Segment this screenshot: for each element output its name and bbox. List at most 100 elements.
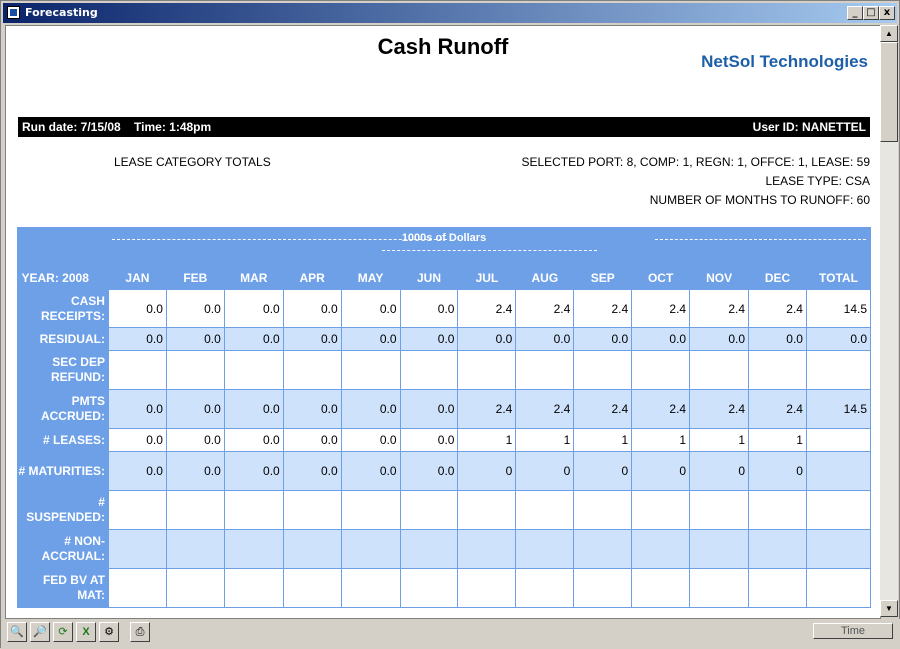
maximize-button[interactable]: □	[863, 6, 879, 20]
table-cell	[457, 350, 517, 390]
table-cell: 1	[515, 428, 575, 452]
table-cell: 0.0	[457, 327, 517, 351]
table-cell: 0.0	[282, 389, 342, 429]
column-header: NOV	[706, 270, 733, 285]
table-cell	[805, 451, 872, 491]
header-row: YEAR: 2008 JAN FEB MAR APR MAY JUN JUL A…	[18, 266, 871, 290]
table-cell: 0.0	[107, 327, 167, 351]
row-label: SEC DEP REFUND:	[17, 350, 109, 390]
table-cell: 0.0	[223, 289, 284, 328]
table-row: # LEASES: 0.0 0.0 0.0 0.0 0.0 0.0 1 1 1 1 1 1	[17, 428, 872, 452]
table-cell: 2.4	[515, 289, 575, 328]
column-header: MAY	[357, 270, 384, 285]
table-cell: 0.0	[165, 289, 225, 328]
table-cell: 14.5	[805, 389, 872, 429]
column-header: JUN	[416, 270, 441, 285]
column-header: OCT	[647, 270, 674, 285]
table-cell: 2.4	[457, 389, 517, 429]
table-cell: 0.0	[165, 451, 225, 491]
table-cell: 0.0	[165, 389, 225, 429]
runoff-table-panel: 1000s of Dollars YEAR: 2008 JAN FEB MAR …	[17, 227, 872, 608]
table-cell	[748, 350, 807, 390]
months-to-runoff: NUMBER OF MONTHS TO RUNOFF: 60	[649, 193, 870, 207]
table-cell: 0.0	[282, 289, 342, 328]
table-cell	[515, 568, 575, 608]
table-cell	[748, 490, 807, 530]
table-cell	[515, 529, 575, 569]
table-cell	[631, 350, 691, 390]
table-cell: 0.0	[515, 327, 575, 351]
table-cell: 0.0	[399, 389, 459, 429]
table-cell: 1	[748, 428, 807, 452]
table-cell: 0.0	[223, 327, 284, 351]
table-row: # SUSPENDED:	[17, 490, 872, 530]
column-header: APR	[299, 270, 325, 285]
table-cell: 0.0	[399, 451, 459, 491]
table-cell	[165, 490, 225, 530]
print-setup-icon[interactable]: ⚙	[99, 622, 119, 642]
table-cell: 0	[515, 451, 575, 491]
column-header: JUL	[475, 270, 499, 285]
table-cell	[805, 428, 872, 452]
scroll-down-icon[interactable]: ▼	[880, 600, 898, 617]
table-cell	[282, 350, 342, 390]
table-cell: 2.4	[689, 389, 750, 429]
table-row: # NON-ACCRUAL:	[17, 529, 872, 569]
company-logo-text: NetSol Technologies	[701, 52, 868, 71]
zoom-out-icon[interactable]: 🔍	[7, 622, 27, 642]
table-cell	[689, 568, 750, 608]
table-cell	[515, 350, 575, 390]
scroll-thumb[interactable]	[880, 42, 898, 142]
scroll-up-icon[interactable]: ▲	[880, 25, 898, 42]
table-cell	[399, 490, 459, 530]
table-cell: 1	[457, 428, 517, 452]
run-info-bar: Run date: 7/15/08 Time: 1:48pm User ID: …	[18, 117, 870, 137]
table-cell: 0.0	[165, 428, 225, 452]
table-cell	[282, 490, 342, 530]
table-cell	[689, 529, 750, 569]
table-cell: 2.4	[748, 389, 807, 429]
table-cell	[457, 568, 517, 608]
table-cell	[107, 490, 167, 530]
table-cell: 2.4	[457, 289, 517, 328]
user-id: User ID: NANETTEL	[752, 120, 866, 134]
row-label: RESIDUAL:	[17, 327, 109, 351]
table-cell: 0.0	[340, 428, 401, 452]
table-cell	[282, 529, 342, 569]
runoff-table: YEAR: 2008 JAN FEB MAR APR MAY JUN JUL A…	[17, 266, 872, 608]
table-cell	[399, 529, 459, 569]
table-cell	[457, 529, 517, 569]
category-label: LEASE CATEGORY TOTALS	[114, 155, 271, 169]
vertical-scrollbar[interactable]: ▲ ▼	[880, 25, 898, 617]
table-cell: 0.0	[340, 289, 401, 328]
table-cell	[282, 568, 342, 608]
table-cell: 0	[748, 451, 807, 491]
zoom-in-icon[interactable]: 🔎	[30, 622, 50, 642]
excel-icon[interactable]: X	[76, 622, 96, 642]
table-cell: 0.0	[223, 428, 284, 452]
table-cell: 0.0	[282, 451, 342, 491]
minimize-button[interactable]: _	[847, 6, 863, 20]
app-icon	[7, 6, 20, 19]
column-header: DEC	[764, 270, 791, 285]
table-cell: 0.0	[107, 451, 167, 491]
table-cell: 0.0	[282, 428, 342, 452]
units-header-dash-left	[112, 239, 447, 240]
table-cell: 0.0	[748, 327, 807, 351]
time-button[interactable]: Time	[813, 623, 893, 639]
selection-criteria: SELECTED PORT: 8, COMP: 1, REGN: 1, OFFC…	[521, 155, 870, 169]
table-cell: 0.0	[107, 389, 167, 429]
table-cell	[107, 568, 167, 608]
table-row: SEC DEP REFUND:	[17, 350, 872, 390]
table-cell	[631, 529, 691, 569]
row-label: FED BV AT MAT:	[17, 568, 109, 608]
table-cell	[689, 350, 750, 390]
table-cell	[515, 490, 575, 530]
table-cell	[165, 568, 225, 608]
table-cell: 0.0	[399, 327, 459, 351]
table-cell	[223, 529, 284, 569]
print-icon[interactable]: ⎙	[130, 622, 150, 642]
refresh-icon[interactable]: ⟳	[53, 622, 73, 642]
bottom-toolbar: 🔍 🔎 ⟳ X ⚙ ⎙ Time	[1, 619, 900, 649]
close-button[interactable]: x	[879, 6, 895, 20]
